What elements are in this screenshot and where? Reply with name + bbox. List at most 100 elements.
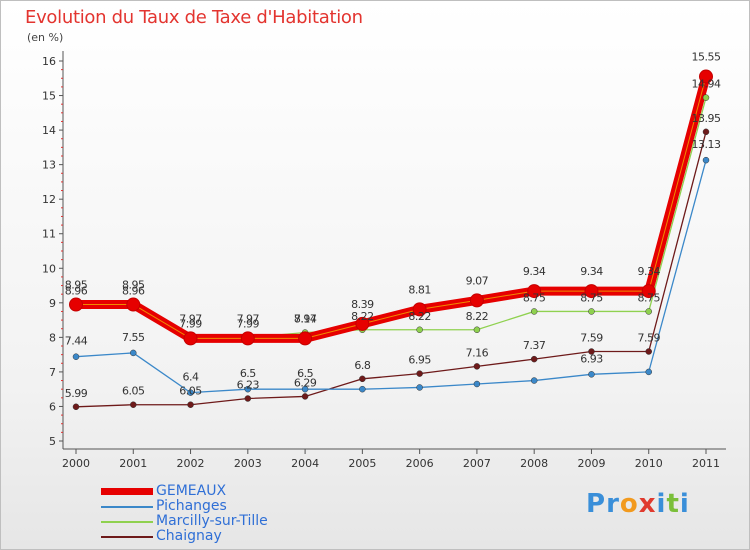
y-tick-label: 7 [49, 366, 56, 379]
data-point [240, 331, 255, 346]
data-label: 8.39 [351, 298, 374, 311]
data-label: 13.95 [692, 112, 721, 125]
x-tick-label: 2005 [348, 457, 376, 470]
data-label: 6.29 [294, 376, 317, 389]
y-tick-label: 15 [42, 90, 56, 103]
y-unit-label: (en %) [27, 31, 64, 44]
data-point [530, 355, 538, 363]
data-label: 6.5 [297, 367, 313, 380]
chart-title: Evolution du Taux de Taxe d'Habitation [25, 7, 363, 28]
data-label: 8.95 [122, 279, 145, 292]
data-label: 7.99 [237, 318, 260, 331]
y-tick-label: 6 [49, 400, 56, 413]
data-label: 7.97 [294, 312, 317, 325]
legend-label: Pichanges [156, 498, 227, 514]
legend-label: Marcilly-sur-Tille [156, 513, 268, 529]
data-point [645, 348, 652, 355]
data-point [355, 316, 370, 331]
series-line-gemeaux [71, 72, 711, 343]
data-label: 6.4 [183, 371, 199, 384]
data-label: 8.22 [351, 310, 374, 323]
x-tick-label: 2002 [177, 457, 205, 470]
data-point [588, 371, 595, 378]
data-point [702, 156, 710, 164]
data-point [702, 94, 710, 101]
legend-label: Chaignay [156, 528, 222, 544]
legend-label: GEMEAUX [156, 483, 227, 499]
data-label: 7.55 [122, 331, 145, 344]
data-label: 8.75 [637, 291, 660, 304]
data-label: 15.55 [692, 51, 721, 64]
data-label: 6.05 [179, 385, 202, 398]
data-point [69, 297, 83, 312]
data-point [530, 308, 538, 315]
data-label: 7.97 [237, 312, 260, 325]
data-label: 6.93 [580, 352, 603, 365]
data-label: 14.94 [692, 78, 721, 91]
y-tick-label: 9 [49, 297, 56, 310]
data-point [183, 331, 198, 346]
y-tick-label: 14 [42, 124, 56, 137]
data-label: 6.23 [237, 379, 260, 392]
data-point [130, 349, 137, 357]
data-label: 7.44 [65, 335, 88, 348]
data-point [72, 353, 80, 360]
data-label: 8.81 [408, 283, 431, 296]
data-point [244, 395, 252, 402]
data-label: 6.05 [122, 385, 145, 398]
logo-letter: o [619, 489, 639, 519]
logo-letter: x [638, 489, 657, 519]
data-label: 9.07 [466, 274, 489, 287]
data-label: 8.96 [122, 285, 145, 298]
data-label: 7.99 [179, 318, 202, 331]
data-point [588, 348, 595, 355]
x-tick-label: 2008 [520, 457, 548, 470]
data-label: 8.22 [408, 310, 431, 323]
y-tick-label: 16 [42, 55, 56, 68]
data-label: 6.5 [240, 367, 256, 380]
y-tick-label: 11 [42, 228, 56, 241]
x-tick-label: 2001 [119, 457, 147, 470]
data-point [359, 385, 366, 393]
y-tick-label: 8 [49, 331, 56, 344]
logo-letter: t [666, 489, 680, 519]
data-label: 8.75 [523, 291, 546, 304]
data-point [130, 401, 137, 408]
logo-letter: r [606, 489, 620, 519]
legend-swatch [101, 488, 153, 495]
legend-swatch [101, 521, 153, 523]
legend-swatch [101, 536, 153, 538]
data-point [301, 385, 309, 393]
y-tick-label: 5 [49, 435, 56, 448]
data-point [301, 393, 309, 400]
proxiti-logo: Proxiti [586, 489, 690, 519]
data-label: 5.99 [65, 387, 88, 400]
y-tick-label: 10 [42, 262, 56, 275]
data-point [645, 308, 652, 315]
data-point [527, 284, 542, 299]
data-point [702, 128, 710, 136]
data-point [187, 389, 194, 396]
data-point [412, 302, 427, 317]
data-point [416, 370, 423, 377]
data-point [584, 284, 599, 299]
y-tick-label: 13 [42, 159, 56, 172]
data-label: 6.8 [354, 359, 370, 372]
data-label: 8.14 [294, 313, 317, 326]
data-point [244, 385, 252, 393]
series-line-marcilly-sur-tille [76, 97, 707, 339]
data-point [298, 331, 313, 346]
x-tick-label: 2009 [577, 457, 605, 470]
data-label: 13.13 [692, 138, 721, 151]
series-line-chaignay [75, 131, 707, 408]
data-point [416, 384, 423, 391]
data-point [126, 297, 141, 312]
y-tick-label: 12 [42, 193, 56, 206]
data-label: 6.95 [408, 354, 431, 367]
x-tick-label: 2007 [463, 457, 491, 470]
logo-letter: i [656, 489, 667, 519]
data-point [699, 69, 713, 84]
data-point [645, 368, 652, 376]
